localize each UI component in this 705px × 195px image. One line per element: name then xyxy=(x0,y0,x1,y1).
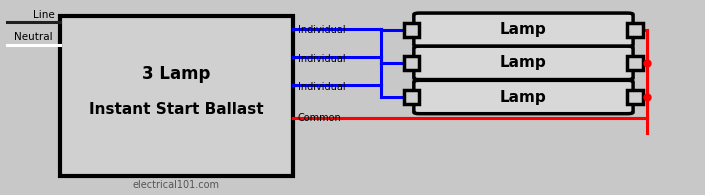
Bar xyxy=(627,56,643,70)
Bar xyxy=(627,23,643,37)
Bar xyxy=(404,56,419,70)
Text: Line: Line xyxy=(33,10,55,20)
Text: Instant Start Ballast: Instant Start Ballast xyxy=(89,102,264,117)
Text: Neutral: Neutral xyxy=(14,32,53,42)
Text: Individual: Individual xyxy=(298,53,345,64)
FancyBboxPatch shape xyxy=(414,80,633,114)
Text: Individual: Individual xyxy=(298,25,345,35)
Text: Lamp: Lamp xyxy=(500,22,547,37)
Bar xyxy=(60,16,293,176)
Text: 3 Lamp: 3 Lamp xyxy=(142,65,210,83)
Text: Lamp: Lamp xyxy=(500,90,547,105)
Text: Lamp: Lamp xyxy=(500,55,547,70)
FancyBboxPatch shape xyxy=(414,13,633,46)
Bar xyxy=(404,23,419,37)
Text: electrical101.com: electrical101.com xyxy=(133,180,220,190)
Bar xyxy=(627,90,643,104)
Bar xyxy=(404,90,419,104)
FancyBboxPatch shape xyxy=(414,46,633,80)
Text: Common: Common xyxy=(298,113,341,123)
Text: Individual: Individual xyxy=(298,82,345,92)
